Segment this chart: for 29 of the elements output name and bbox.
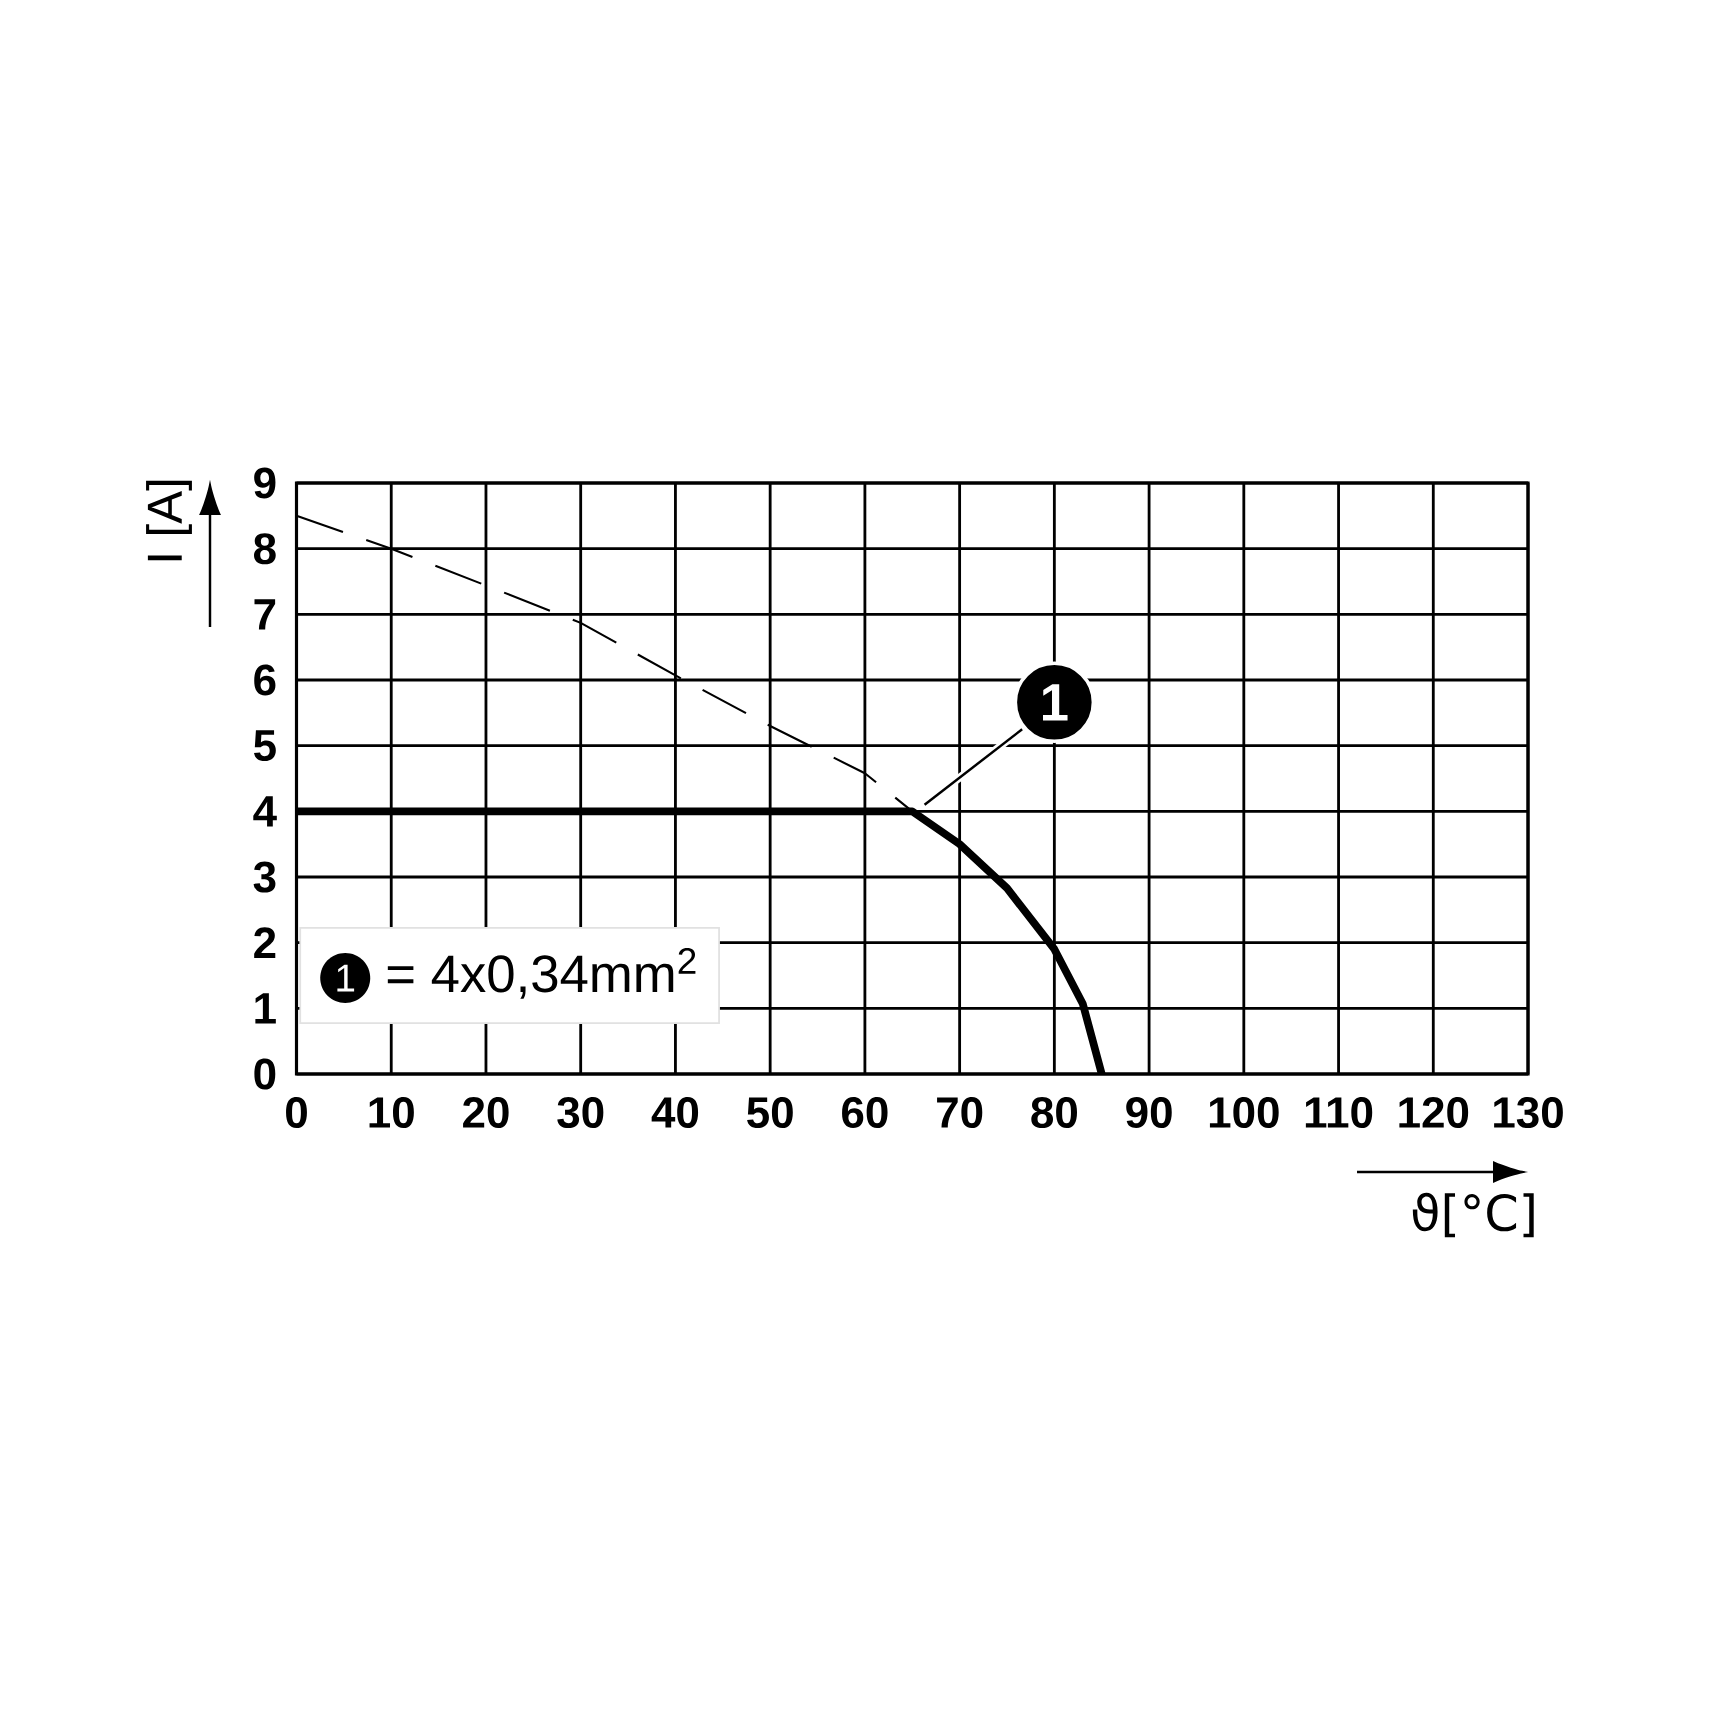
annotation: 1 [337,964,355,992]
x-tick-label: 70 [937,1096,983,1129]
x-tick-label: 100 [1209,1096,1279,1129]
x-tick-label: 0 [286,1096,307,1129]
x-tick-label: 30 [557,1096,604,1129]
x-tick-label: 50 [747,1096,793,1129]
annotation: = 4x0,34mm$^{2}$ [387,947,696,999]
y-tick-label: 1 [255,993,276,1024]
y-tick-label: 6 [254,664,276,696]
y-tick-label: 3 [253,861,276,893]
x-tick-label: 10 [369,1096,414,1129]
y-tick-label: 8 [254,533,276,565]
y-tick-label: 0 [254,1058,276,1090]
x-tick-label: 40 [651,1096,699,1129]
y-axis-title: I [A] [146,480,192,561]
y-tick-label: 9 [254,467,276,499]
y-tick-label: 7 [254,599,276,630]
y-tick-label: 5 [254,730,276,762]
annotation: 1 [1043,684,1068,721]
x-tick-label: 120 [1399,1096,1469,1129]
x-tick-label: 130 [1494,1096,1563,1129]
x-tick-label: 80 [1031,1096,1078,1129]
y-tick-label: 4 [253,796,277,827]
x-tick-label: 60 [842,1096,888,1129]
x-tick-label: 20 [463,1096,509,1129]
x-tick-label: 110 [1305,1096,1373,1129]
x-axis-title: ϑ[°C] [1412,1192,1534,1238]
x-tick-label: 90 [1126,1096,1172,1129]
y-tick-label: 2 [254,927,276,958]
